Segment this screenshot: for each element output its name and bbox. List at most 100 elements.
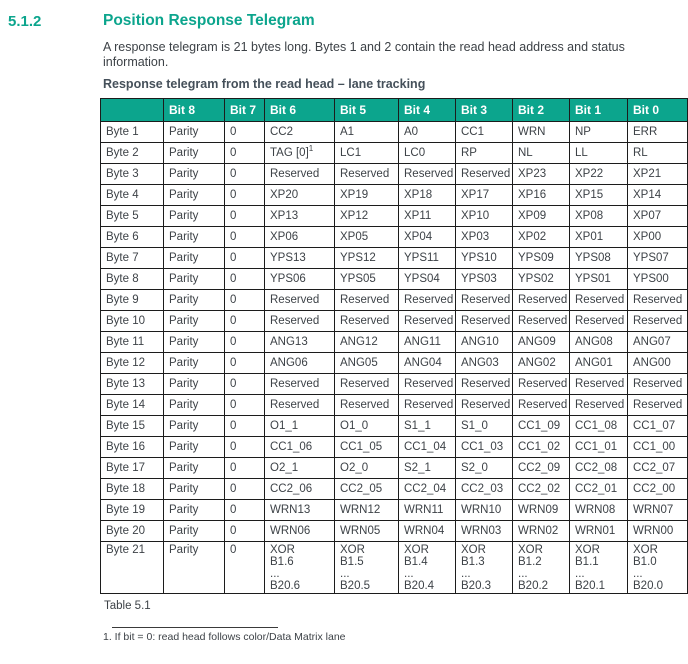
bit-cell: YPS05 [334, 268, 399, 290]
bit-column-header: Bit 6 [264, 98, 335, 122]
bit-cell: ANG12 [334, 331, 399, 353]
bit-cell: 0 [224, 310, 265, 332]
table-row: Byte 16 Parity 0 CC1_06 CC1_05 CC1_04 CC1_03 CC… [100, 436, 688, 458]
bit-cell: ANG08 [569, 331, 628, 353]
bit-cell: CC2_07 [627, 457, 688, 479]
bit-cell: O1_1 [264, 415, 335, 437]
bit-cell: 0 [224, 478, 265, 500]
bit-column-header: Bit 5 [334, 98, 399, 122]
bit-cell: CC1_03 [455, 436, 513, 458]
bit-cell: YPS03 [455, 268, 513, 290]
bit-cell: ANG10 [455, 331, 513, 353]
bit-cell: ANG06 [264, 352, 335, 374]
bit-cell: XP12 [334, 205, 399, 227]
bit-cell: ERR [627, 121, 688, 143]
bit-cell: S2_1 [398, 457, 456, 479]
bit-cell: Reserved [334, 289, 399, 311]
table-row: Byte 9 Parity 0 Reserved Reserved Reserved Res… [100, 289, 688, 311]
bit-cell: XOR B1.0 ... B20.0 [627, 541, 688, 594]
table-row: Byte 17 Parity 0 O2_1 O2_0 S2_1 S2_0 CC2_09 CC2_… [100, 457, 688, 479]
bit-cell: Parity [163, 331, 225, 353]
bit-cell: XP23 [512, 163, 570, 185]
byte-label: Byte 18 [100, 478, 164, 500]
bit-cell: Reserved [334, 310, 399, 332]
bit-cell: YPS08 [569, 247, 628, 269]
bit-cell: NL [512, 142, 570, 164]
bit-cell: ANG07 [627, 331, 688, 353]
bit-cell: Parity [163, 499, 225, 521]
bit-cell: S2_0 [455, 457, 513, 479]
byte-label: Byte 19 [100, 499, 164, 521]
bit-cell: XOR B1.4 ... B20.4 [398, 541, 456, 594]
page-title: Position Response Telegram [103, 12, 315, 29]
bit-cell: Reserved [264, 163, 335, 185]
bit-column-header: Bit 4 [398, 98, 456, 122]
table-row: Byte 18 Parity 0 CC2_06 CC2_05 CC2_04 CC2_03 CC… [100, 478, 688, 500]
table-row: Byte 11 Parity 0 ANG13 ANG12 ANG11 ANG10 ANG09 A… [100, 331, 688, 353]
bit-cell: Parity [163, 373, 225, 395]
bit-cell: YPS06 [264, 268, 335, 290]
bit-cell: CC1_05 [334, 436, 399, 458]
bit-cell: Parity [163, 226, 225, 248]
bit-cell: Reserved [512, 373, 570, 395]
bit-cell: Parity [163, 457, 225, 479]
bit-column-header: Bit 1 [569, 98, 628, 122]
bit-cell: A0 [398, 121, 456, 143]
bit-cell: Reserved [569, 310, 628, 332]
bit-cell: Reserved [627, 373, 688, 395]
bit-cell: A1 [334, 121, 399, 143]
table-row: Byte 20 Parity 0 WRN06 WRN05 WRN04 WRN03 WRN02 W… [100, 520, 688, 542]
bit-cell: XOR B1.2 ... B20.2 [512, 541, 570, 594]
bit-cell: XOR B1.3 ... B20.3 [455, 541, 513, 594]
bit-cell: XP07 [627, 205, 688, 227]
bit-cell: 0 [224, 121, 265, 143]
bit-cell: Reserved [512, 310, 570, 332]
bit-cell: YPS12 [334, 247, 399, 269]
bit-cell: XP03 [455, 226, 513, 248]
bit-cell: XP18 [398, 184, 456, 206]
table-row: Byte 19 Parity 0 WRN13 WRN12 WRN11 WRN10 WRN09 W… [100, 499, 688, 521]
byte-label: Byte 10 [100, 310, 164, 332]
bit-column-header: Bit 7 [224, 98, 265, 122]
bit-cell: YPS10 [455, 247, 513, 269]
bit-cell: 0 [224, 457, 265, 479]
bit-cell: CC2_09 [512, 457, 570, 479]
bit-column-header: Bit 3 [455, 98, 513, 122]
byte-label: Byte 12 [100, 352, 164, 374]
byte-label: Byte 6 [100, 226, 164, 248]
bit-cell: Reserved [627, 289, 688, 311]
byte-label: Byte 3 [100, 163, 164, 185]
byte-label: Byte 11 [100, 331, 164, 353]
byte-label: Byte 21 [100, 541, 164, 594]
byte-label: Byte 2 [100, 142, 164, 164]
bit-cell: Parity [163, 541, 225, 594]
bit-cell: CC2_08 [569, 457, 628, 479]
bit-cell: O1_0 [334, 415, 399, 437]
bit-cell: 0 [224, 541, 265, 594]
bit-cell: Reserved [398, 373, 456, 395]
bit-cell: S1_1 [398, 415, 456, 437]
bit-cell: Parity [163, 520, 225, 542]
bit-cell: YPS01 [569, 268, 628, 290]
byte-label: Byte 14 [100, 394, 164, 416]
bit-cell: ANG03 [455, 352, 513, 374]
bit-cell: CC1 [455, 121, 513, 143]
intro-paragraph: A response telegram is 21 bytes long. By… [103, 40, 625, 69]
bit-cell: 0 [224, 184, 265, 206]
bit-cell: Reserved [264, 310, 335, 332]
byte-label: Byte 7 [100, 247, 164, 269]
bit-cell: Reserved [627, 394, 688, 416]
bit-cell: Reserved [512, 289, 570, 311]
bit-cell: ANG11 [398, 331, 456, 353]
bit-cell: WRN [512, 121, 570, 143]
bit-cell: Reserved [455, 373, 513, 395]
table-row: Byte 8 Parity 0 YPS06 YPS05 YPS04 YPS03 YPS02 YP… [100, 268, 688, 290]
byte-label: Byte 9 [100, 289, 164, 311]
bit-cell: 0 [224, 436, 265, 458]
bit-cell: CC2_00 [627, 478, 688, 500]
bit-cell: XP20 [264, 184, 335, 206]
bit-cell: ANG00 [627, 352, 688, 374]
bit-cell: Parity [163, 121, 225, 143]
bit-cell: 0 [224, 520, 265, 542]
bit-cell: YPS11 [398, 247, 456, 269]
